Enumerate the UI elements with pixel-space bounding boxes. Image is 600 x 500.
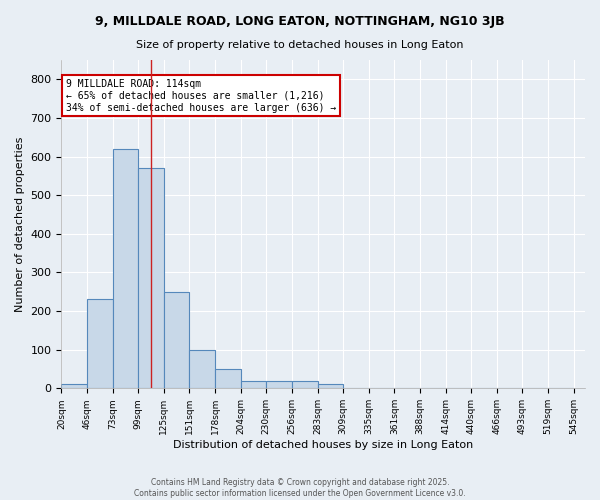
X-axis label: Distribution of detached houses by size in Long Eaton: Distribution of detached houses by size …	[173, 440, 473, 450]
Bar	[190, 350, 215, 389]
Bar	[87, 298, 113, 388]
Bar	[266, 380, 292, 388]
Bar	[241, 380, 266, 388]
Bar	[138, 168, 164, 388]
Bar	[317, 384, 343, 388]
Bar	[113, 149, 138, 388]
Text: 9, MILLDALE ROAD, LONG EATON, NOTTINGHAM, NG10 3JB: 9, MILLDALE ROAD, LONG EATON, NOTTINGHAM…	[95, 15, 505, 28]
Text: Contains HM Land Registry data © Crown copyright and database right 2025.
Contai: Contains HM Land Registry data © Crown c…	[134, 478, 466, 498]
Bar	[164, 292, 190, 388]
Bar	[215, 369, 241, 388]
Bar	[292, 380, 317, 388]
Text: 9 MILLDALE ROAD: 114sqm
← 65% of detached houses are smaller (1,216)
34% of semi: 9 MILLDALE ROAD: 114sqm ← 65% of detache…	[66, 80, 337, 112]
Text: Size of property relative to detached houses in Long Eaton: Size of property relative to detached ho…	[136, 40, 464, 50]
Y-axis label: Number of detached properties: Number of detached properties	[15, 136, 25, 312]
Bar	[61, 384, 87, 388]
